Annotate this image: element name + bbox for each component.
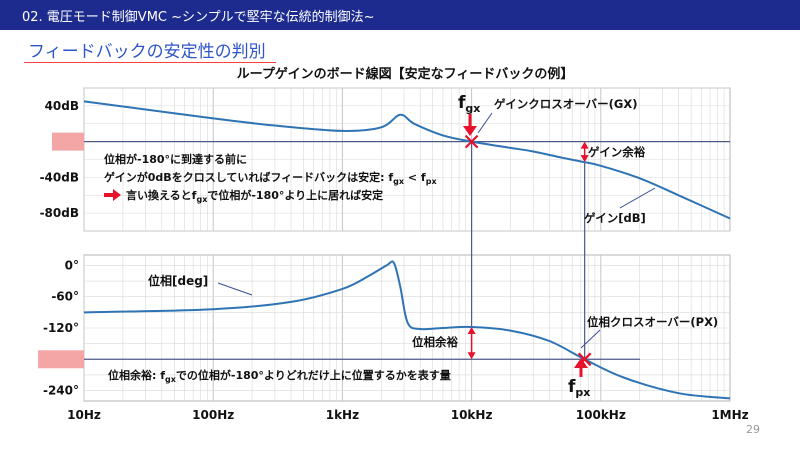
phase-y-tick-label: -240° xyxy=(43,384,79,398)
red-arrow-icon xyxy=(104,189,121,201)
grid xyxy=(83,87,730,401)
gain-crossover-marker xyxy=(464,134,479,149)
x-tick-label: 10kHz xyxy=(451,408,493,422)
phase-y-tick-label: 0° xyxy=(65,258,79,272)
phase-curve-label: 位相[deg] xyxy=(148,273,208,288)
fpx-label: fpx xyxy=(568,377,590,399)
x-tick-label: 1kHz xyxy=(326,408,359,422)
note-line-1: 位相が-180°に到達する前に xyxy=(104,152,247,166)
gain-curve-label: ゲイン[dB] xyxy=(584,211,646,225)
phase-y-tick-label: -60° xyxy=(51,290,79,304)
slide-title: フィードバックの安定性の判別 xyxy=(28,42,266,62)
zero-db-highlight xyxy=(52,132,84,151)
x-tick-label: 1MHz xyxy=(711,408,748,422)
x-tick-label: 100Hz xyxy=(192,408,234,422)
note-line-3: 言い換えるとfgxで位相が-180°より上に居れば安定 xyxy=(126,188,383,204)
gain-curve xyxy=(83,100,731,220)
x-tick-label: 100kHz xyxy=(576,408,626,422)
gx-label: ゲインクロスオーバー(GX) xyxy=(494,97,637,111)
fgx-label: fgx xyxy=(458,93,480,115)
fpx-arrowhead xyxy=(574,358,588,368)
chart-title: ループゲインのボード線図【安定なフィードバックの例】 xyxy=(237,66,574,82)
gain-y-tick-label: -80dB xyxy=(40,206,79,220)
section-title: 02. 電圧モード制御VMC ~シンプルで堅牢な伝統的制御法~ xyxy=(22,10,375,25)
phase-label-pointer xyxy=(217,282,253,296)
gain-margin-label: ゲイン余裕 xyxy=(588,145,646,159)
page-number: 29 xyxy=(746,423,760,436)
px-label: 位相クロスオーバー(PX) xyxy=(587,315,718,329)
fgx-arrowhead xyxy=(463,126,477,136)
gx-callout-pointer xyxy=(477,112,493,134)
header-bar: 02. 電圧モード制御VMC ~シンプルで堅牢な伝統的制御法~ xyxy=(0,0,800,30)
phase-margin-note: 位相余裕: fgxでの位相が-180°よりどれだけ上に位置するかを表す量 xyxy=(108,368,451,384)
px-callout-pointer xyxy=(580,329,601,349)
gain-y-tick-label: 40dB xyxy=(45,99,79,113)
axis-ticks: 10Hz100Hz1kHz10kHz100kHz1MHz40dB0dB-40dB… xyxy=(40,99,749,422)
slide-title-underline xyxy=(24,62,276,63)
gain-label-pointer xyxy=(619,187,656,209)
note-line-2: ゲインが0dBをクロスしていればフィードバックは安定: fgx < fpx xyxy=(104,170,437,186)
gain-y-tick-label: -40dB xyxy=(40,170,79,184)
phase-margin-arrow xyxy=(467,326,476,360)
minus180-highlight xyxy=(38,350,84,369)
phase-y-tick-label: -120° xyxy=(43,321,79,335)
gain-margin-arrow xyxy=(580,141,589,163)
x-tick-label: 10Hz xyxy=(67,408,101,422)
phase-margin-label: 位相余裕 xyxy=(412,335,458,349)
